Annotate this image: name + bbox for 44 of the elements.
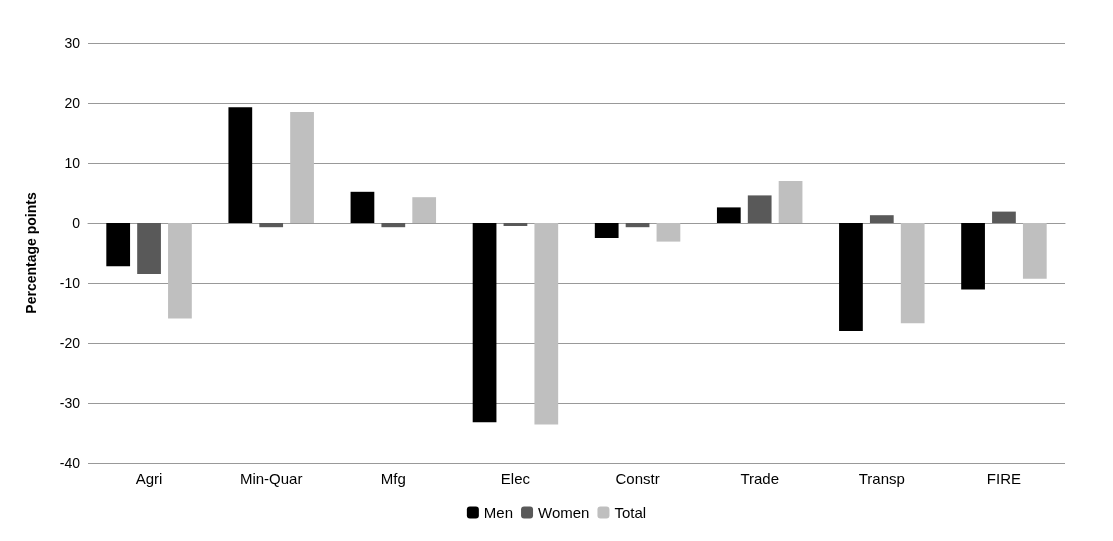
bar	[900, 223, 925, 324]
bar	[168, 223, 192, 319]
x-tick-label: FIRE	[986, 470, 1022, 487]
bar	[594, 223, 619, 238]
bar	[625, 223, 650, 228]
bar	[1022, 223, 1047, 279]
bar	[716, 207, 741, 223]
y-tick-label: 10	[64, 155, 81, 171]
bar	[259, 223, 284, 228]
legend-label: Total	[614, 504, 647, 521]
x-tick-label: Min-Quar	[239, 470, 303, 487]
bar	[503, 223, 528, 226]
bar	[381, 223, 406, 228]
y-tick-label: 20	[64, 95, 81, 111]
bar	[137, 223, 161, 274]
legend-label: Women	[538, 504, 590, 521]
legend-label: Men	[483, 504, 514, 521]
bar	[869, 215, 894, 223]
x-tick-label: Trade	[740, 470, 780, 487]
bar	[656, 223, 681, 242]
bar	[472, 223, 497, 423]
bar	[778, 181, 803, 223]
bar	[534, 223, 559, 425]
x-tick-label: Transp	[858, 470, 905, 487]
bar	[992, 211, 1016, 223]
bar	[350, 191, 375, 223]
x-tick-label: Constr	[615, 470, 660, 487]
x-tick-label: Mfg	[380, 470, 406, 487]
bar	[290, 112, 314, 223]
bar	[106, 223, 131, 267]
bar	[412, 197, 437, 223]
y-tick-label: 0	[72, 215, 81, 231]
y-tick-label: -10	[59, 275, 81, 291]
y-tick-label: -20	[59, 335, 81, 351]
y-tick-label: 30	[64, 35, 81, 51]
bar	[839, 223, 863, 331]
bar	[747, 195, 772, 223]
bar	[961, 223, 985, 290]
y-axis-title: Percentage points	[23, 192, 39, 314]
bar	[228, 107, 253, 223]
y-tick-label: -30	[59, 395, 81, 411]
x-tick-label: Elec	[500, 470, 531, 487]
y-tick-label: -40	[59, 455, 81, 471]
x-tick-label: Agri	[135, 470, 163, 487]
